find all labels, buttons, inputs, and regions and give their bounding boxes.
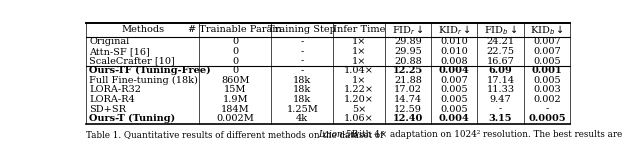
Text: 21.88: 21.88 bbox=[394, 76, 422, 85]
Text: 0.007: 0.007 bbox=[533, 37, 561, 46]
Text: FID$_r$$\downarrow$: FID$_r$$\downarrow$ bbox=[392, 23, 424, 37]
Text: 0.008: 0.008 bbox=[440, 57, 468, 66]
Text: 1.06×: 1.06× bbox=[344, 114, 374, 123]
Text: 11.33: 11.33 bbox=[486, 85, 515, 94]
Text: KID$_b$$\downarrow$: KID$_b$$\downarrow$ bbox=[530, 23, 564, 37]
Text: Laion-5B: Laion-5B bbox=[319, 130, 358, 139]
Text: 5×: 5× bbox=[352, 105, 366, 114]
Text: 0: 0 bbox=[232, 66, 238, 75]
Text: 29.95: 29.95 bbox=[394, 47, 422, 56]
Text: # Trainable Param: # Trainable Param bbox=[189, 25, 282, 34]
Text: 16.67: 16.67 bbox=[486, 57, 515, 66]
Text: 12.59: 12.59 bbox=[394, 105, 422, 114]
Text: LORA-R32: LORA-R32 bbox=[90, 85, 141, 94]
Text: 0.004: 0.004 bbox=[439, 66, 470, 75]
Text: 1×: 1× bbox=[352, 37, 366, 46]
Text: FID$_b$$\downarrow$: FID$_b$$\downarrow$ bbox=[484, 23, 517, 37]
Text: Ours-T (Tuning): Ours-T (Tuning) bbox=[90, 114, 175, 123]
Text: KID$_r$$\downarrow$: KID$_r$$\downarrow$ bbox=[438, 23, 470, 37]
Text: -: - bbox=[301, 57, 304, 66]
Text: with 4× adaptation on 1024² resolution. The best results are: with 4× adaptation on 1024² resolution. … bbox=[349, 130, 623, 139]
Text: ScaleCrafter [10]: ScaleCrafter [10] bbox=[90, 57, 175, 66]
Text: 29.89: 29.89 bbox=[394, 37, 422, 46]
Text: 1.20×: 1.20× bbox=[344, 95, 374, 104]
Text: 4k: 4k bbox=[296, 114, 308, 123]
Text: 22.75: 22.75 bbox=[486, 47, 515, 56]
Text: Methods: Methods bbox=[121, 25, 164, 34]
Text: 0.002M: 0.002M bbox=[216, 114, 254, 123]
Text: 0.003: 0.003 bbox=[533, 85, 561, 94]
Text: -: - bbox=[301, 66, 304, 75]
Text: 0.007: 0.007 bbox=[440, 76, 468, 85]
Text: 18k: 18k bbox=[293, 76, 312, 85]
Text: 12.25: 12.25 bbox=[393, 66, 423, 75]
Text: 1.22×: 1.22× bbox=[344, 85, 374, 94]
Text: 12.40: 12.40 bbox=[392, 114, 423, 123]
Text: Infer Time: Infer Time bbox=[333, 25, 385, 34]
Text: 0.010: 0.010 bbox=[440, 37, 468, 46]
Text: 0.005: 0.005 bbox=[440, 105, 468, 114]
Text: 1×: 1× bbox=[352, 57, 366, 66]
Text: 1×: 1× bbox=[352, 47, 366, 56]
Text: SD+SR: SD+SR bbox=[90, 105, 127, 114]
Text: 9.47: 9.47 bbox=[490, 95, 511, 104]
Text: 1.25M: 1.25M bbox=[286, 105, 318, 114]
Text: 3.15: 3.15 bbox=[489, 114, 512, 123]
Text: 0.002: 0.002 bbox=[533, 95, 561, 104]
Text: 0.007: 0.007 bbox=[533, 47, 561, 56]
Text: -: - bbox=[301, 37, 304, 46]
Text: Ours-TF (Tuning-Free): Ours-TF (Tuning-Free) bbox=[90, 66, 211, 75]
Text: 0.005: 0.005 bbox=[533, 76, 561, 85]
Text: 860M: 860M bbox=[221, 76, 250, 85]
Text: 1.04×: 1.04× bbox=[344, 66, 374, 75]
Text: 0.010: 0.010 bbox=[440, 47, 468, 56]
Text: 0.005: 0.005 bbox=[533, 57, 561, 66]
Text: -: - bbox=[301, 47, 304, 56]
Text: 1.9M: 1.9M bbox=[223, 95, 248, 104]
Text: 0: 0 bbox=[232, 57, 238, 66]
Text: LORA-R4: LORA-R4 bbox=[90, 95, 135, 104]
Text: Attn-SF [16]: Attn-SF [16] bbox=[90, 47, 150, 56]
Text: 14.74: 14.74 bbox=[394, 95, 422, 104]
Text: 18k: 18k bbox=[293, 85, 312, 94]
Text: 15M: 15M bbox=[224, 85, 246, 94]
Text: 1×: 1× bbox=[352, 76, 366, 85]
Text: 0.005: 0.005 bbox=[440, 85, 468, 94]
Text: 17.14: 17.14 bbox=[486, 76, 515, 85]
Text: 0.0005: 0.0005 bbox=[528, 114, 566, 123]
Text: 0: 0 bbox=[232, 47, 238, 56]
Text: 0: 0 bbox=[232, 37, 238, 46]
Text: 0.004: 0.004 bbox=[439, 114, 470, 123]
Text: 0.001: 0.001 bbox=[532, 66, 562, 75]
Text: 24.21: 24.21 bbox=[486, 37, 515, 46]
Text: Table 1. Quantitative results of different methods on the dataset of: Table 1. Quantitative results of differe… bbox=[86, 130, 386, 139]
Text: 0.005: 0.005 bbox=[440, 95, 468, 104]
Text: 17.02: 17.02 bbox=[394, 85, 422, 94]
Text: 184M: 184M bbox=[221, 105, 250, 114]
Text: 6.09: 6.09 bbox=[489, 66, 513, 75]
Text: Original: Original bbox=[90, 37, 130, 46]
Text: Training Step: Training Step bbox=[268, 25, 336, 34]
Text: -: - bbox=[545, 105, 548, 114]
Text: -: - bbox=[499, 105, 502, 114]
Text: 18k: 18k bbox=[293, 95, 312, 104]
Text: Full Fine-tuning (18k): Full Fine-tuning (18k) bbox=[90, 76, 198, 85]
Text: 20.88: 20.88 bbox=[394, 57, 422, 66]
